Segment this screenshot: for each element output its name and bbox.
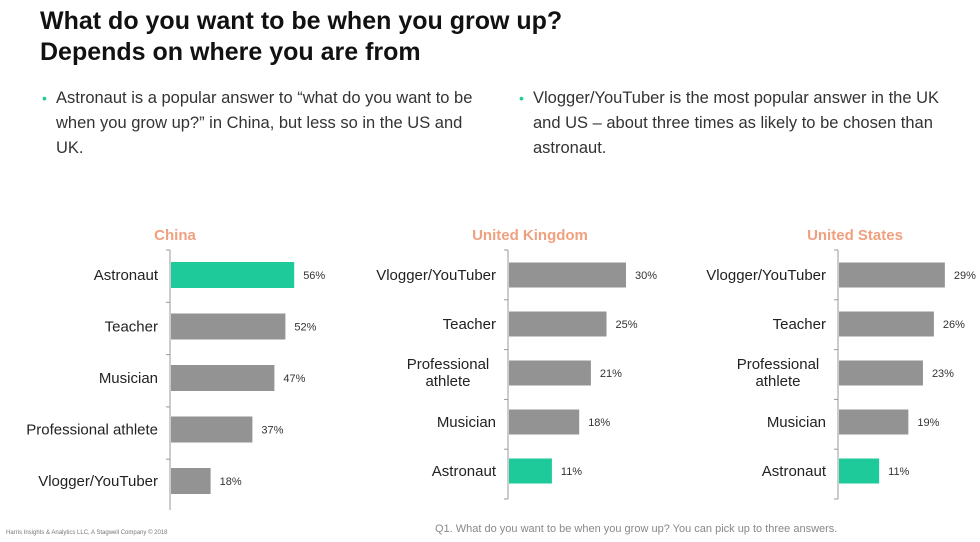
category-label: Musician [767, 414, 826, 431]
chart-united-states: United States 29% Vlogger/YouTuber 26% Teach… [706, 227, 976, 500]
bar-astronaut [171, 262, 295, 288]
bullet-text: Astronaut is a popular answer to “what d… [56, 89, 473, 157]
data-label: 23% [932, 368, 954, 380]
question-footnote: Q1. What do you want to be when you grow… [435, 523, 838, 535]
data-label: 30% [635, 270, 657, 282]
chart-title: United Kingdom [472, 227, 588, 244]
bar-professional-athlete [839, 360, 923, 386]
copyright-footer: Harris Insights & Analytics LLC, A Stagw… [6, 530, 168, 536]
bar-professional-athlete [509, 360, 591, 386]
category-label: Vlogger/YouTuber [38, 473, 158, 490]
bar-vlogger-youtuber [509, 262, 626, 288]
category-label: Professional athlete [407, 356, 490, 390]
bar-astronaut [509, 458, 552, 484]
data-label: 18% [220, 476, 242, 488]
bullet-uk-us: • Vlogger/YouTuber is the most popular an… [519, 86, 953, 161]
chart-china: China 56% Astronaut 52% Teacher 47% Musician 37… [26, 227, 325, 510]
data-label: 37% [261, 425, 283, 437]
bar-vlogger-youtuber [171, 468, 211, 494]
bar-musician [171, 365, 275, 391]
category-label: Astronaut [94, 267, 159, 284]
category-label: Astronaut [762, 463, 827, 480]
data-label: 56% [303, 270, 325, 282]
bar-musician [839, 409, 909, 435]
data-label: 25% [616, 319, 638, 331]
data-label: 19% [917, 417, 939, 429]
chart-united-kingdom: United Kingdom 30% Vlogger/YouTuber 25% Teac… [376, 227, 657, 500]
page-title: What do you want to be when you grow up?… [40, 7, 563, 66]
data-label: 18% [588, 417, 610, 429]
data-label: 26% [943, 319, 965, 331]
category-label: Teacher [773, 316, 826, 333]
data-label: 11% [888, 466, 909, 478]
data-label: 52% [294, 322, 316, 334]
bar-teacher [171, 313, 286, 340]
category-label: Musician [437, 414, 496, 431]
category-label: Teacher [105, 319, 158, 336]
bullet-china: • Astronaut is a popular answer to “what … [42, 86, 486, 161]
chart-title: China [154, 227, 196, 244]
bullet-text: Vlogger/YouTuber is the most popular ans… [533, 89, 940, 157]
data-label: 29% [954, 270, 976, 282]
bar-musician [509, 409, 580, 435]
bar-professional-athlete [171, 416, 253, 443]
category-label: Professional athlete [26, 422, 158, 439]
data-label: 47% [283, 373, 305, 385]
category-label: Vlogger/YouTuber [706, 267, 826, 284]
chart-title: United States [807, 227, 903, 244]
bar-teacher [839, 311, 934, 337]
bar-astronaut [839, 458, 880, 484]
data-label: 21% [600, 368, 622, 380]
category-label: Musician [99, 370, 158, 387]
category-label: Vlogger/YouTuber [376, 267, 496, 284]
bar-teacher [509, 311, 607, 337]
bar-vlogger-youtuber [839, 262, 945, 288]
category-label: Professional athlete [737, 356, 820, 390]
category-label: Teacher [443, 316, 496, 333]
data-label: 11% [561, 466, 582, 478]
category-label: Astronaut [432, 463, 497, 480]
bullet-dot-icon: • [519, 90, 524, 106]
bullet-dot-icon: • [42, 90, 47, 106]
